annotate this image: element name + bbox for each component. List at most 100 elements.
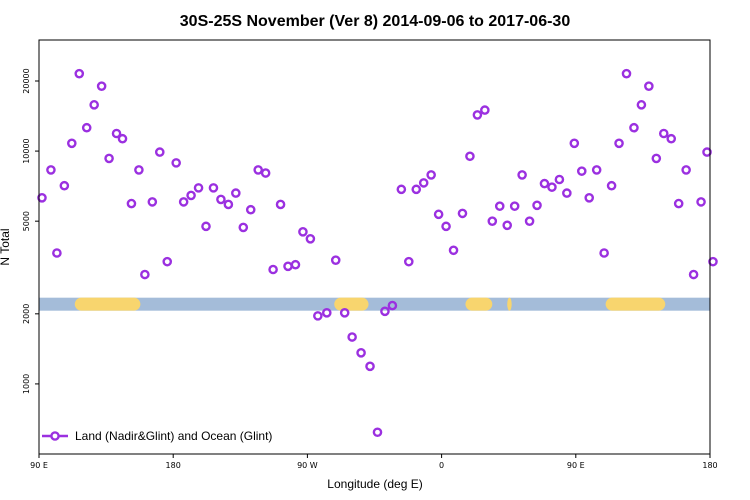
- data-point: [298, 227, 308, 237]
- data-point: [644, 81, 654, 91]
- data-point: [193, 183, 204, 193]
- data-point: [37, 193, 47, 203]
- band-land-segment: [605, 297, 666, 311]
- data-point: [403, 256, 414, 267]
- data-point: [584, 193, 595, 203]
- data-point: [111, 128, 122, 139]
- data-point: [140, 269, 150, 280]
- data-point: [186, 190, 196, 201]
- data-point: [238, 222, 249, 233]
- band-land-segment: [334, 297, 369, 311]
- x-axis: 90 E 180 90 W 0 90 E 180: [30, 454, 718, 470]
- data-point: [365, 361, 375, 372]
- data-point: [380, 306, 390, 317]
- plot-area: [37, 68, 718, 438]
- band-land-segment: [465, 297, 493, 311]
- data-point: [313, 311, 323, 321]
- data-point: [396, 184, 407, 195]
- data-point: [154, 147, 165, 157]
- data-point: [426, 170, 436, 180]
- band-ocean: [39, 297, 710, 311]
- data-point: [59, 180, 70, 191]
- data-point: [708, 256, 718, 267]
- data-point: [347, 332, 357, 342]
- data-point: [433, 209, 444, 220]
- data-point: [372, 427, 383, 438]
- data-point: [651, 153, 662, 164]
- data-point: [658, 128, 669, 139]
- data-point: [356, 348, 366, 358]
- data-point: [117, 133, 128, 144]
- data-point: [673, 198, 684, 209]
- x-tick-label: 90 W: [297, 461, 318, 470]
- x-axis-label: Longitude (deg E): [327, 477, 422, 491]
- data-point: [81, 122, 92, 133]
- data-point: [621, 68, 632, 79]
- data-point: [321, 308, 332, 318]
- data-point: [208, 183, 219, 193]
- data-point: [201, 221, 211, 232]
- data-point: [339, 308, 350, 318]
- data-point: [147, 197, 158, 207]
- data-point: [696, 197, 706, 207]
- data-point: [134, 165, 144, 175]
- data-point: [681, 165, 691, 175]
- legend-marker: [50, 431, 60, 441]
- data-point: [465, 151, 475, 162]
- data-point: [702, 147, 712, 157]
- x-tick-label: 180: [702, 461, 717, 470]
- data-point: [502, 220, 513, 231]
- data-point: [74, 68, 85, 79]
- data-point: [509, 201, 520, 211]
- data-point: [46, 165, 56, 175]
- data-point: [554, 174, 565, 185]
- y-tick-label: 20000: [22, 68, 31, 93]
- data-point: [591, 165, 602, 175]
- data-point: [606, 180, 617, 191]
- data-point: [569, 138, 580, 149]
- data-point: [532, 200, 542, 211]
- band-land-segment: [507, 297, 512, 311]
- data-point: [52, 248, 62, 258]
- data-point: [283, 261, 293, 272]
- data-point: [216, 194, 226, 205]
- data-point: [223, 199, 234, 210]
- y-tick-label: 10000: [22, 138, 31, 163]
- data-point: [517, 170, 527, 180]
- data-point: [472, 110, 483, 120]
- data-point: [448, 245, 459, 256]
- y-axis: 1000 2000 5000 10000 20000: [22, 68, 39, 394]
- data-point: [275, 199, 286, 210]
- band-land-segment: [74, 297, 141, 311]
- data-point: [539, 178, 550, 189]
- data-point: [457, 208, 468, 219]
- data-point: [330, 255, 341, 265]
- data-point: [305, 234, 316, 244]
- data-point: [666, 133, 677, 144]
- data-point: [576, 166, 587, 176]
- data-point: [614, 138, 624, 149]
- data-point: [599, 248, 609, 258]
- x-tick-label: 180: [166, 461, 181, 470]
- y-tick-label: 1000: [22, 374, 31, 394]
- data-point: [89, 100, 99, 110]
- y-axis-label: N Total: [0, 228, 12, 265]
- data-point: [494, 201, 505, 211]
- data-point: [636, 100, 647, 110]
- data-point: [524, 216, 535, 226]
- chart-title: 30S-25S November (Ver 8) 2014-09-06 to 2…: [180, 13, 571, 30]
- data-point: [562, 188, 572, 198]
- data-point: [268, 264, 278, 275]
- data-point: [547, 182, 557, 192]
- data-point: [178, 197, 189, 207]
- y-tick-label: 5000: [22, 211, 31, 231]
- legend-label: Land (Nadir&Glint) and Ocean (Glint): [75, 429, 272, 443]
- x-tick-label: 0: [439, 461, 444, 470]
- legend: Land (Nadir&Glint) and Ocean (Glint): [42, 429, 272, 443]
- data-point: [290, 259, 301, 270]
- data-point: [480, 105, 490, 115]
- data-point: [411, 184, 422, 195]
- data-point: [96, 81, 107, 91]
- data-point: [487, 216, 498, 226]
